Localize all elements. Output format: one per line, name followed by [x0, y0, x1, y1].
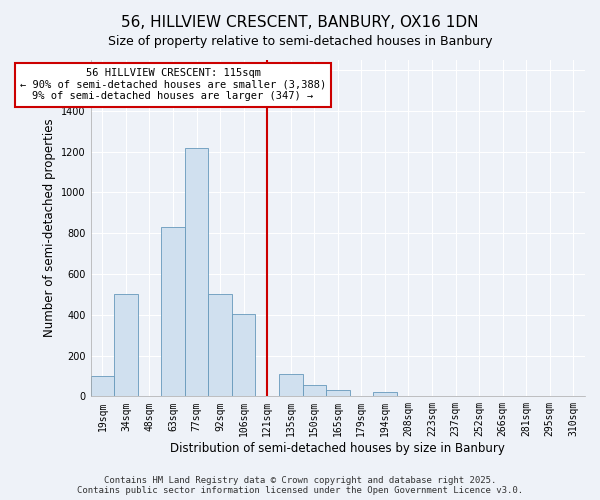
- Bar: [114, 294, 138, 396]
- Text: Size of property relative to semi-detached houses in Banbury: Size of property relative to semi-detach…: [108, 35, 492, 48]
- Bar: [373, 392, 397, 396]
- Bar: [302, 385, 326, 396]
- Bar: [161, 227, 185, 396]
- Text: Contains HM Land Registry data © Crown copyright and database right 2025.
Contai: Contains HM Land Registry data © Crown c…: [77, 476, 523, 495]
- Bar: [91, 376, 114, 396]
- Bar: [185, 148, 208, 396]
- Y-axis label: Number of semi-detached properties: Number of semi-detached properties: [43, 119, 56, 338]
- Text: 56, HILLVIEW CRESCENT, BANBURY, OX16 1DN: 56, HILLVIEW CRESCENT, BANBURY, OX16 1DN: [121, 15, 479, 30]
- Bar: [232, 314, 256, 396]
- Text: 56 HILLVIEW CRESCENT: 115sqm
← 90% of semi-detached houses are smaller (3,388)
9: 56 HILLVIEW CRESCENT: 115sqm ← 90% of se…: [20, 68, 326, 102]
- Bar: [326, 390, 350, 396]
- Bar: [279, 374, 302, 396]
- Bar: [208, 294, 232, 396]
- X-axis label: Distribution of semi-detached houses by size in Banbury: Distribution of semi-detached houses by …: [170, 442, 505, 455]
